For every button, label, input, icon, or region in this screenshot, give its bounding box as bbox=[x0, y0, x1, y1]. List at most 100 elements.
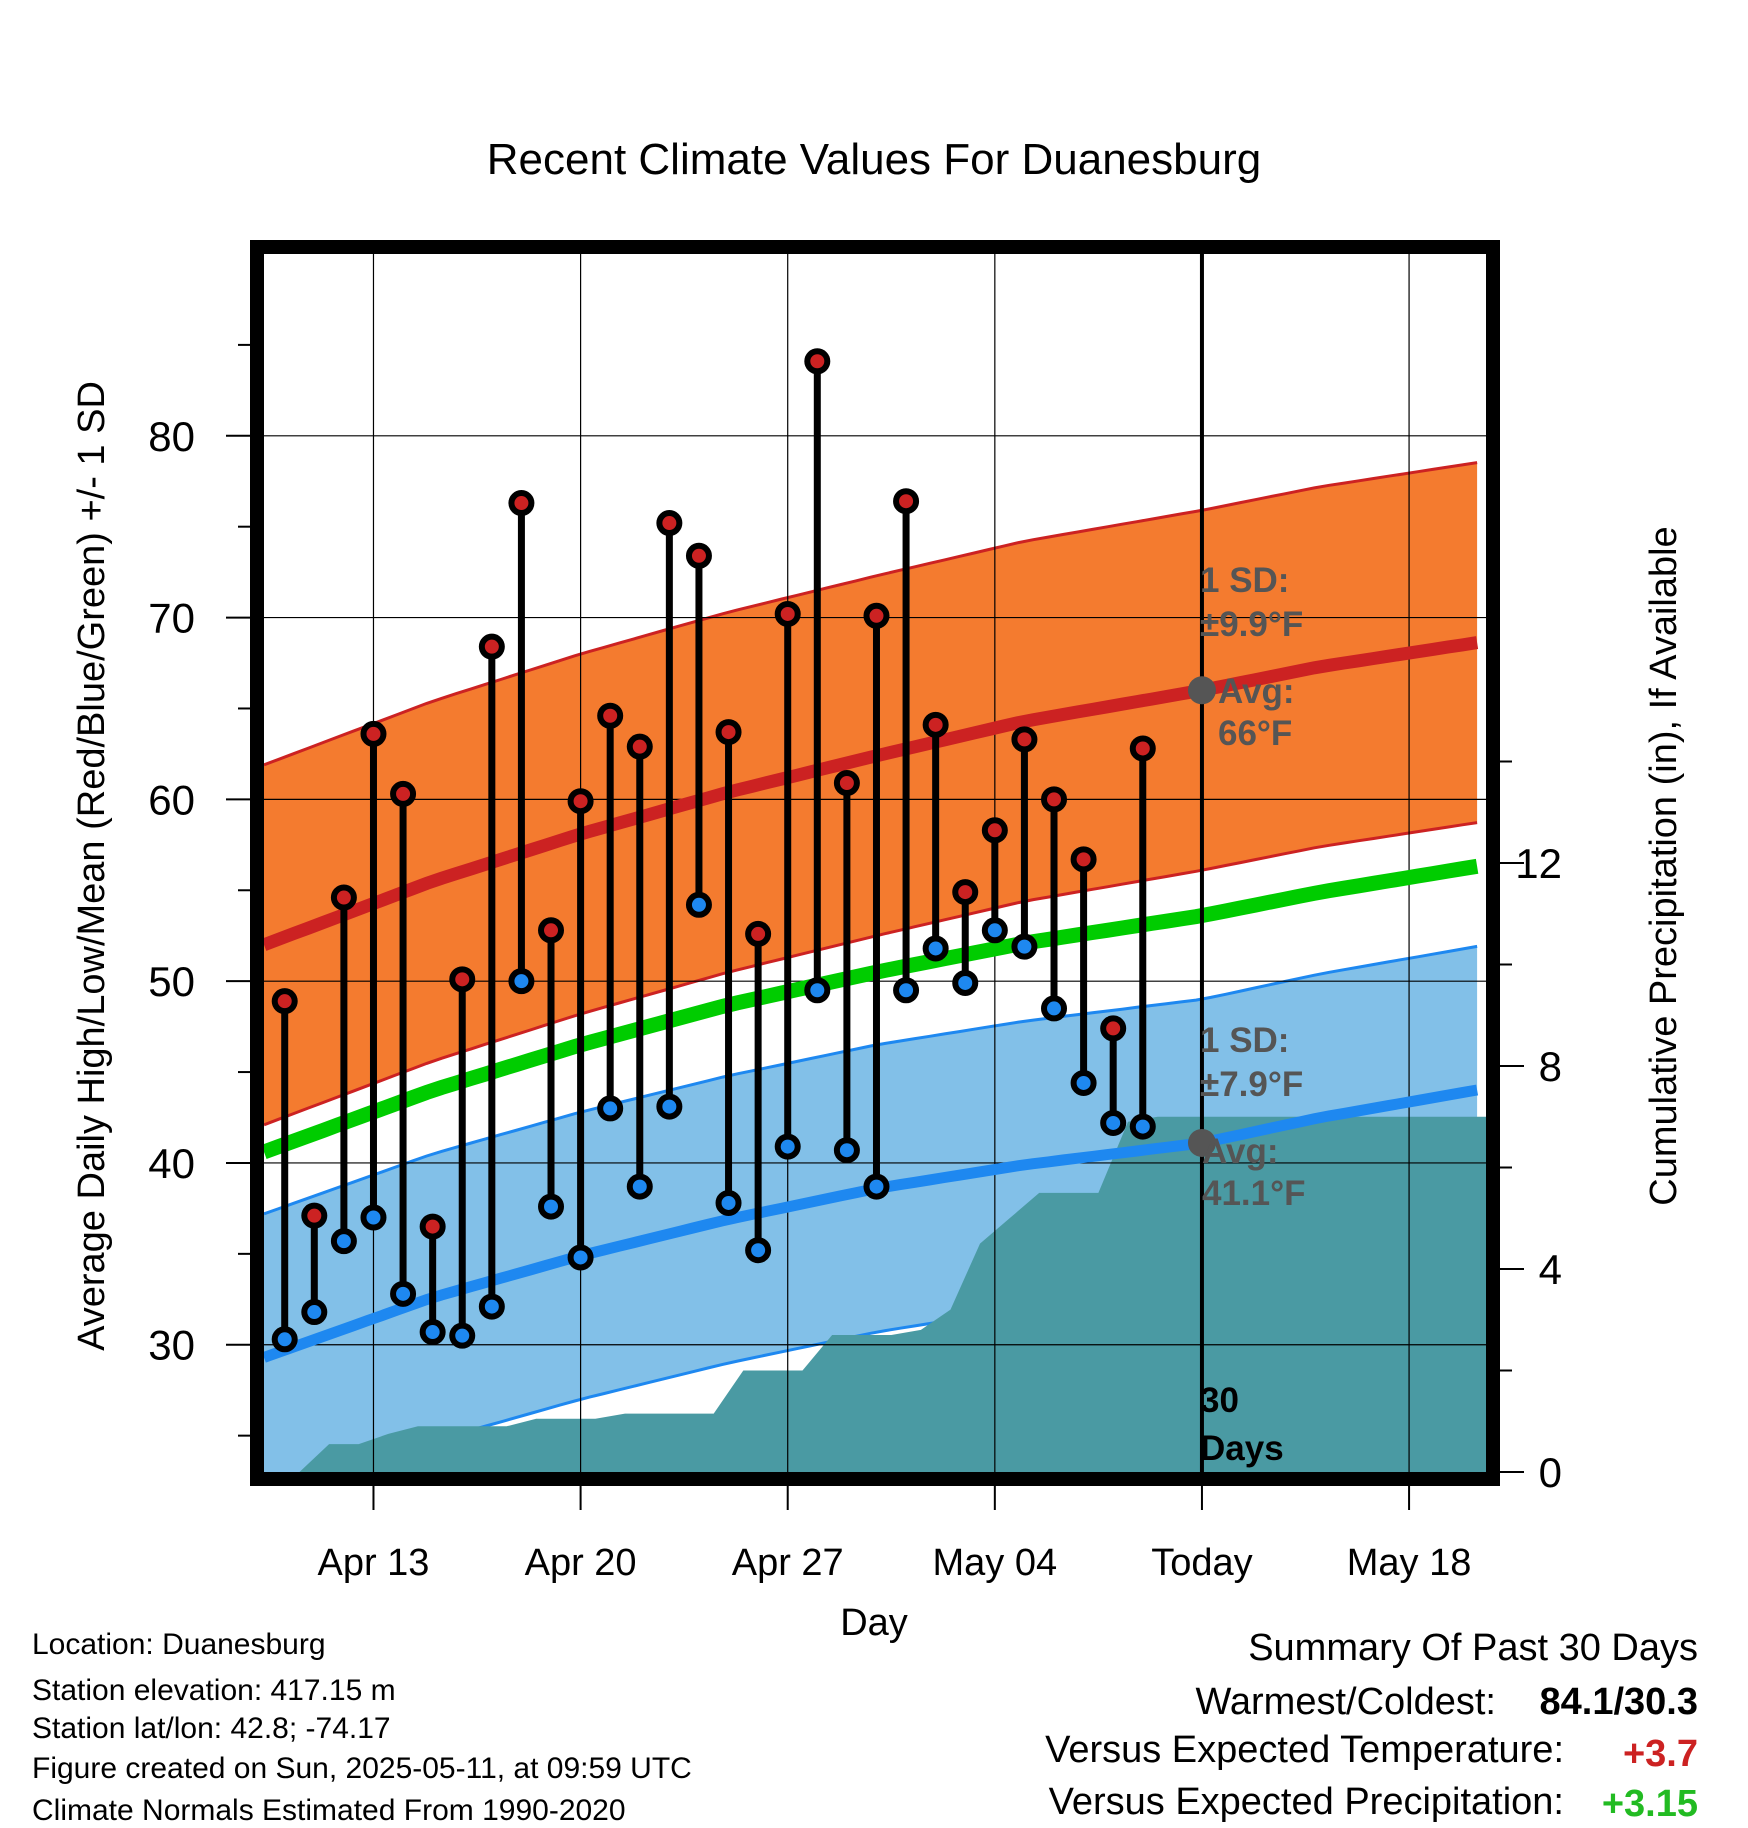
low-sd-annotation: ±7.9°F bbox=[1200, 1065, 1303, 1104]
high-marker bbox=[360, 720, 387, 747]
summary-heading: Summary Of Past 30 Days bbox=[1248, 1627, 1698, 1669]
high-marker bbox=[449, 966, 476, 993]
y2-tick-label: 0 bbox=[1539, 1449, 1562, 1496]
low-marker bbox=[390, 1280, 417, 1307]
low-sd-band bbox=[264, 946, 1478, 1472]
y-tick-label: 50 bbox=[148, 958, 195, 1005]
axes: 30 40 50 60 70 80 0 4 8 12 Apr 13 Apr 20 Apr 27 May 0… bbox=[148, 240, 1562, 1584]
low-marker bbox=[1100, 1109, 1127, 1136]
low-upper-edge bbox=[264, 944, 1478, 1216]
low-marker bbox=[863, 1173, 890, 1200]
high-marker bbox=[833, 770, 860, 797]
warmest-coldest-value: 84.1/30.3 bbox=[1540, 1681, 1698, 1723]
low-marker bbox=[833, 1137, 860, 1164]
low-marker bbox=[330, 1228, 357, 1255]
today-low-avg-marker bbox=[1187, 1128, 1216, 1157]
high-marker bbox=[745, 920, 772, 947]
high-marker bbox=[271, 988, 298, 1015]
y-tick-label: 80 bbox=[148, 413, 195, 460]
y2-axis-label: Cumulative Precipitation (in), If Availa… bbox=[1643, 526, 1685, 1205]
low-marker bbox=[1011, 933, 1038, 960]
high-marker bbox=[656, 510, 683, 537]
chart-title: Recent Climate Values For Duanesburg bbox=[487, 135, 1261, 184]
low-marker bbox=[1070, 1069, 1097, 1096]
low-marker bbox=[715, 1189, 742, 1216]
low-marker bbox=[952, 969, 979, 996]
low-marker bbox=[449, 1322, 476, 1349]
high-marker bbox=[804, 348, 831, 375]
high-marker bbox=[1070, 846, 1097, 873]
info-latlon: Station lat/lon: 42.8; -74.17 bbox=[32, 1712, 391, 1745]
today-period-label: Days bbox=[1200, 1429, 1284, 1468]
low-avg-annotation: Avg: bbox=[1202, 1132, 1278, 1171]
low-marker bbox=[1041, 995, 1068, 1022]
mean-normal-line bbox=[264, 858, 1479, 1160]
info-normals: Climate Normals Estimated From 1990-2020 bbox=[32, 1794, 626, 1827]
y-axis-label: Average Daily High/Low/Mean (Red/Blue/Gr… bbox=[71, 381, 113, 1351]
low-marker bbox=[419, 1319, 446, 1346]
high-marker bbox=[685, 542, 712, 569]
y2-tick-label: 8 bbox=[1539, 1043, 1562, 1090]
high-marker bbox=[478, 633, 505, 660]
low-marker bbox=[804, 977, 831, 1004]
station-info: Location: Duanesburg Station elevation: … bbox=[32, 1628, 692, 1827]
high-marker bbox=[567, 788, 594, 815]
high-marker bbox=[952, 879, 979, 906]
high-marker bbox=[863, 602, 890, 629]
precipitation-area bbox=[264, 1116, 1486, 1472]
low-sd-annotation: 1 SD: bbox=[1200, 1021, 1289, 1060]
high-marker bbox=[1100, 1015, 1127, 1042]
x-tick-label: Today bbox=[1151, 1542, 1252, 1584]
high-marker bbox=[390, 780, 417, 807]
summary-panel: Summary Of Past 30 Days Warmest/Coldest:… bbox=[1045, 1627, 1698, 1825]
high-marker bbox=[626, 733, 653, 760]
low-marker bbox=[1129, 1113, 1156, 1140]
plot-frame bbox=[250, 240, 1500, 1486]
temp-delta-label: Versus Expected Temperature: bbox=[1045, 1729, 1564, 1771]
low-marker bbox=[360, 1204, 387, 1231]
x-tick-label: May 18 bbox=[1347, 1542, 1472, 1584]
high-marker bbox=[330, 884, 357, 911]
low-marker bbox=[538, 1193, 565, 1220]
info-created: Figure created on Sun, 2025-05-11, at 09… bbox=[32, 1752, 692, 1785]
low-marker bbox=[478, 1293, 505, 1320]
low-marker bbox=[745, 1237, 772, 1264]
info-elevation: Station elevation: 417.15 m bbox=[32, 1674, 396, 1707]
y-tick-label: 30 bbox=[148, 1322, 195, 1369]
high-marker bbox=[419, 1213, 446, 1240]
temp-delta-value: +3.7 bbox=[1623, 1733, 1698, 1775]
high-marker bbox=[981, 817, 1008, 844]
low-marker bbox=[685, 891, 712, 918]
low-marker bbox=[597, 1095, 624, 1122]
high-marker bbox=[1129, 735, 1156, 762]
high-normal-line bbox=[264, 636, 1479, 951]
high-marker bbox=[1041, 786, 1068, 813]
today-period-label: 30 bbox=[1200, 1381, 1239, 1420]
x-tick-label: Apr 27 bbox=[732, 1542, 844, 1584]
y-tick-label: 70 bbox=[148, 595, 195, 642]
x-axis-label: Day bbox=[840, 1602, 908, 1644]
high-sd-annotation: ±9.9°F bbox=[1200, 605, 1303, 644]
low-marker bbox=[626, 1173, 653, 1200]
high-marker bbox=[301, 1202, 328, 1229]
warmest-coldest-label: Warmest/Coldest: bbox=[1195, 1681, 1496, 1723]
low-marker bbox=[981, 917, 1008, 944]
high-marker bbox=[922, 711, 949, 738]
y-tick-label: 60 bbox=[148, 776, 195, 823]
precip-delta-value: +3.15 bbox=[1602, 1783, 1698, 1825]
high-marker bbox=[508, 490, 535, 517]
high-marker bbox=[774, 600, 801, 627]
x-tick-label: May 04 bbox=[933, 1542, 1058, 1584]
high-marker bbox=[538, 917, 565, 944]
data-marks bbox=[271, 348, 1156, 1353]
high-marker bbox=[1011, 726, 1038, 753]
precip-delta-label: Versus Expected Precipitation: bbox=[1049, 1781, 1564, 1823]
high-upper-edge bbox=[264, 461, 1478, 767]
high-avg-annotation: 66°F bbox=[1218, 714, 1292, 753]
high-marker bbox=[893, 488, 920, 515]
low-marker bbox=[656, 1093, 683, 1120]
x-tick-label: Apr 13 bbox=[317, 1542, 429, 1584]
high-avg-annotation: Avg: bbox=[1218, 672, 1294, 711]
x-tick-label: Apr 20 bbox=[525, 1542, 637, 1584]
